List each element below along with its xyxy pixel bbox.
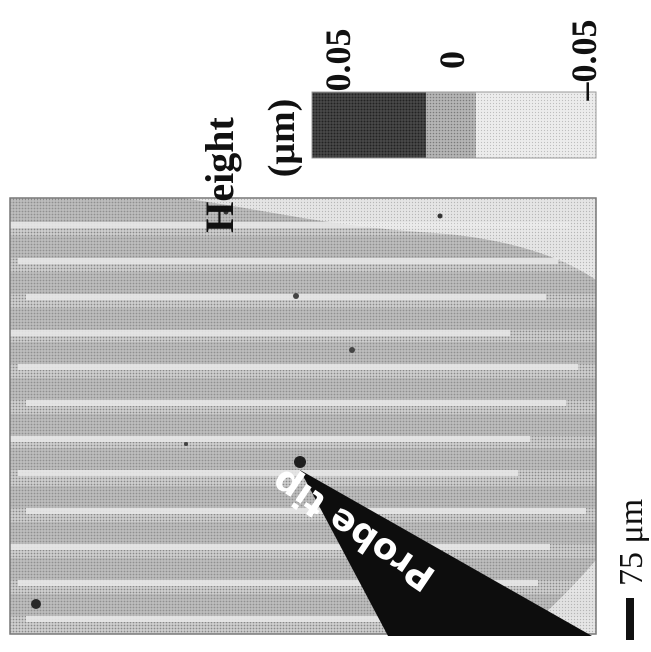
colorbar-low-segment — [476, 92, 596, 158]
stripe-line — [10, 222, 570, 228]
stripe-line — [18, 258, 558, 264]
stripe-band — [10, 378, 596, 400]
stripe-band — [10, 486, 596, 508]
stripe-line — [10, 544, 550, 550]
stripe-line — [10, 436, 530, 442]
scale-bar-label: 75 μm — [613, 499, 650, 586]
stripe-line — [26, 294, 546, 300]
colorbar-tick-top: 0.05 — [318, 29, 358, 92]
stripe-band — [10, 272, 596, 294]
colorbar: Height (μm) 0.05 0 –0.05 — [197, 20, 604, 233]
colorbar-title-line1: Height — [197, 117, 242, 233]
colorbar-tick-mid: 0 — [432, 51, 472, 69]
stripe-line — [26, 508, 586, 514]
surface-defects — [31, 209, 443, 609]
colorbar-high-segment — [312, 92, 426, 158]
irregular-cap-region — [180, 198, 596, 280]
stripe-line — [10, 330, 510, 336]
stripe-line — [26, 400, 566, 406]
afm-scan-image — [10, 198, 596, 634]
stripe-band — [10, 522, 596, 544]
stripe-band — [10, 414, 596, 436]
afm-scan-border — [9, 197, 597, 635]
colorbar-title-line2: (μm) — [261, 99, 303, 178]
colorbar-tick-bottom: –0.05 — [564, 20, 604, 102]
colorbar-mid-segment — [426, 92, 476, 158]
stripe-line — [18, 470, 518, 476]
stripe-band — [10, 308, 596, 330]
scale-bar: 75 μm — [613, 499, 650, 640]
stripe-line — [18, 580, 538, 586]
stripe-band — [10, 342, 596, 364]
stripe-line — [26, 616, 526, 622]
stripe-line — [18, 364, 578, 370]
stripe-band — [10, 236, 596, 258]
stripe-band — [10, 558, 596, 580]
